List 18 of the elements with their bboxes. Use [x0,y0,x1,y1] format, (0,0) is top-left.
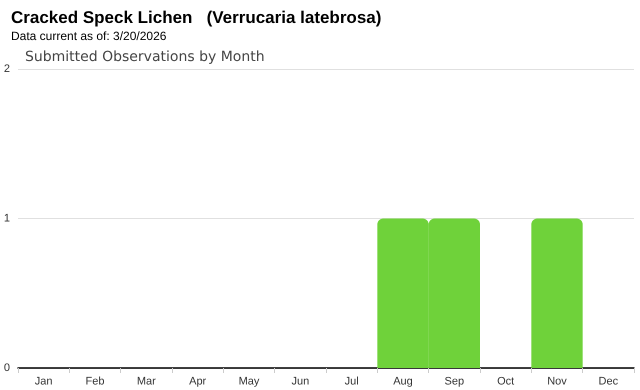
x-tick-label: May [238,376,260,388]
text: Submitted Observations by Month [25,49,265,65]
chart-subtitle: Data current as of: 3/20/2026 [11,29,167,43]
y-tick-label: 1 [4,212,10,224]
x-tick-label: Jul [344,376,359,388]
x-tick-label: Jun [291,376,310,388]
y-tick-label: 0 [4,362,10,374]
chart-title: Cracked Speck Lichen (Verrucaria latebrosa) [11,8,382,27]
x-tick-label: Apr [189,376,207,388]
x-tick-label: Oct [497,376,514,388]
x-tick-label: Aug [393,376,413,388]
x-tick-label: Feb [86,376,104,388]
x-tick-label: Nov [547,376,568,388]
y-tick-label: 2 [4,63,10,75]
x-tick-label: Dec [598,376,619,388]
x-tick-label: Sep [444,376,464,388]
x-tick-label: Jan [34,376,53,388]
x-tick-label: Mar [136,376,156,388]
